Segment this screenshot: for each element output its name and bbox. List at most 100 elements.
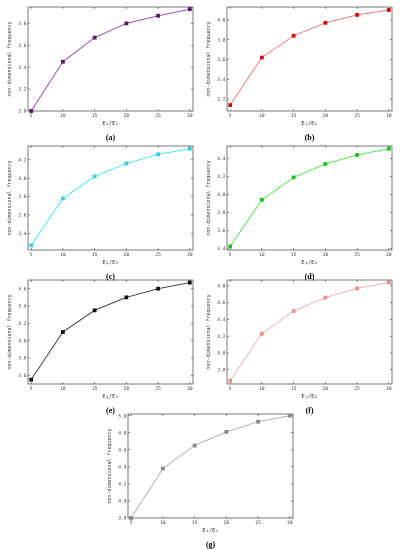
y-axis-label: non-dimensional frequency xyxy=(206,294,212,369)
y-tick-label: 3.0 xyxy=(18,109,27,115)
data-point xyxy=(129,516,134,520)
data-point xyxy=(228,103,233,107)
panel-caption: (a) xyxy=(106,133,116,142)
plot-frame xyxy=(226,6,393,112)
x-tick-label: 20 xyxy=(124,252,130,258)
series-line xyxy=(229,148,389,247)
series-line xyxy=(229,9,389,106)
x-tick-label: 10 xyxy=(160,520,166,526)
y-tick-label: 4.4 xyxy=(118,464,127,470)
y-tick-label: 3.8 xyxy=(217,367,226,373)
y-tick-label: 3.8 xyxy=(217,210,226,216)
x-tick-label: 25 xyxy=(354,386,360,392)
y-tick-label: 3.8 xyxy=(217,37,226,43)
x-tick-label: 30 xyxy=(386,113,392,119)
y-tick-label: 4.6 xyxy=(217,300,226,306)
y-tick-label: 4.0 xyxy=(217,351,226,357)
data-point xyxy=(92,35,97,40)
y-tick-label: 4.4 xyxy=(217,156,226,162)
y-tick-label: 4.0 xyxy=(18,338,27,344)
x-tick-label: 15 xyxy=(92,386,98,392)
y-tick-label: 4.2 xyxy=(118,482,127,488)
x-tick-label: 10 xyxy=(259,386,265,392)
panel-caption: (f) xyxy=(306,406,314,415)
plot-frame xyxy=(27,279,194,385)
data-point xyxy=(192,443,197,448)
x-axis-label: E₁/E₂ xyxy=(301,121,317,127)
data-point xyxy=(61,196,65,201)
x-tick-label: 30 xyxy=(187,252,193,258)
data-point xyxy=(156,286,160,291)
x-tick-label: 20 xyxy=(323,386,329,392)
x-tick-label: 10 xyxy=(60,386,66,392)
x-tick-label: 25 xyxy=(155,252,161,258)
y-tick-label: 4.4 xyxy=(18,304,27,310)
x-tick-label: 30 xyxy=(386,386,392,392)
x-tick-label: 5 xyxy=(130,520,133,526)
data-point xyxy=(124,21,129,26)
x-tick-label: 5 xyxy=(229,386,232,392)
chart-panel: 5 10 15 20 25 30 3.4 3.6 3.8 4.0 4.2 4.4 E₁/E₂ non-di… xyxy=(206,145,393,281)
data-point xyxy=(92,174,97,179)
x-tick-label: 20 xyxy=(124,386,130,392)
data-point xyxy=(287,413,292,418)
y-tick-label: 4.6 xyxy=(118,447,127,453)
data-point xyxy=(260,197,264,202)
data-point xyxy=(156,152,160,157)
y-tick-label: 3.6 xyxy=(18,373,27,379)
data-point xyxy=(161,466,165,471)
data-point xyxy=(291,309,296,313)
chart-panel: 5 10 15 20 25 30 3.4 3.6 3.8 4.0 4.2 E₁/E₂ non-dimen… xyxy=(7,145,194,281)
data-point xyxy=(124,295,129,300)
y-tick-label: 3.4 xyxy=(18,231,27,237)
data-point xyxy=(187,146,192,151)
x-tick-label: 10 xyxy=(259,252,265,258)
y-tick-label: 4.0 xyxy=(18,176,27,182)
x-tick-label: 30 xyxy=(386,252,392,258)
y-tick-label: 4.0 xyxy=(118,499,127,505)
y-tick-label: 4.6 xyxy=(18,286,27,292)
x-axis-label: E₁/E₂ xyxy=(102,260,118,266)
x-axis-label: E₁/E₂ xyxy=(102,121,118,127)
x-axis-label: E₁/E₂ xyxy=(301,394,317,400)
y-tick-label: 4.8 xyxy=(118,430,127,436)
data-point xyxy=(29,377,34,382)
data-point xyxy=(187,7,192,12)
y-axis-label: non-dimensional frequency xyxy=(206,160,212,235)
data-point xyxy=(61,330,65,334)
data-point xyxy=(260,331,264,336)
panel-caption: (e) xyxy=(106,406,115,415)
data-point xyxy=(224,430,229,434)
y-axis-label: non-dimensional frequency xyxy=(206,21,212,96)
y-tick-label: 4.2 xyxy=(18,321,27,327)
x-tick-label: 25 xyxy=(155,386,161,392)
y-tick-label: 4.2 xyxy=(18,157,27,163)
data-point xyxy=(291,175,296,180)
x-tick-label: 5 xyxy=(229,113,232,119)
data-point xyxy=(29,243,34,248)
y-tick-label: 3.4 xyxy=(217,246,226,252)
y-tick-label: 4.0 xyxy=(217,192,226,198)
data-point xyxy=(323,20,328,25)
series-line xyxy=(30,282,190,380)
data-point xyxy=(187,280,192,285)
y-tick-label: 3.8 xyxy=(18,194,27,200)
data-point xyxy=(323,162,328,166)
x-tick-label: 5 xyxy=(30,252,33,258)
y-tick-label: 3.8 xyxy=(18,21,27,27)
panel-caption: (c) xyxy=(106,272,115,281)
y-tick-label: 3.6 xyxy=(18,213,27,219)
x-tick-label: 30 xyxy=(187,113,193,119)
panel-caption: (d) xyxy=(305,272,315,281)
chart-panel: 5 10 15 20 25 30 3.6 3.8 4.0 4.2 4.4 4.6 E₁/E₂ non-di… xyxy=(7,279,194,415)
series-line xyxy=(130,415,290,519)
chart-panel: 5 10 15 20 25 30 3.0 3.2 3.4 3.6 3.8 E₁/E₂ non-dimen… xyxy=(7,6,194,142)
data-point xyxy=(29,109,34,113)
x-tick-label: 15 xyxy=(291,113,297,119)
x-tick-label: 15 xyxy=(291,386,297,392)
x-tick-label: 15 xyxy=(192,520,198,526)
y-tick-label: 3.2 xyxy=(217,97,226,103)
chart-panel: 5 10 15 20 25 30 3.8 4.0 4.2 4.4 4.6 4.8 5.0 E₁/E₂ non… xyxy=(107,413,294,549)
y-tick-label: 3.6 xyxy=(217,57,226,63)
